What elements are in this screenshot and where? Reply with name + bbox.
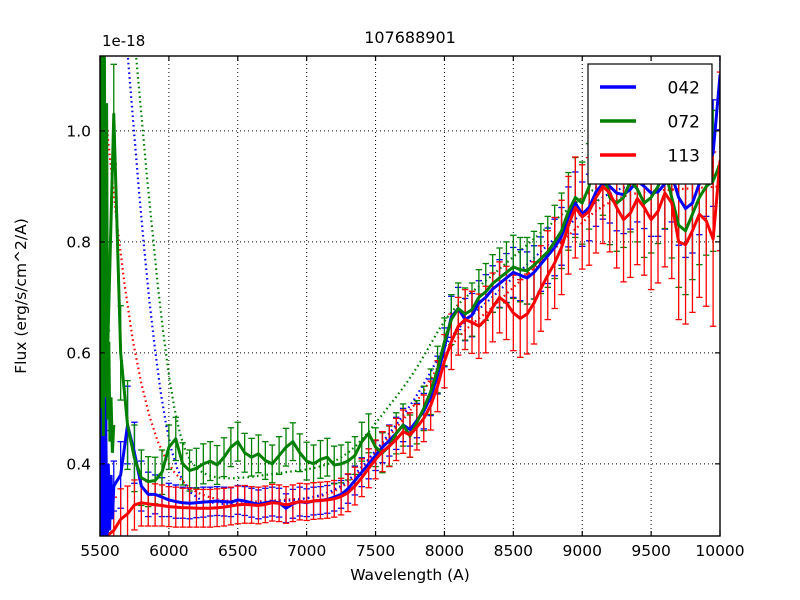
x-tick-label: 6500: [218, 542, 257, 560]
x-tick-label: 8000: [425, 542, 464, 560]
y-axis-offset-text: 1e-18: [102, 32, 145, 50]
series-line-113: [100, 159, 720, 536]
axis-tick-labels: 5500 6000 6500 7000 7500 8000 8500 9000 9500 1000…: [66, 122, 744, 560]
legend-label-072: 072: [668, 113, 700, 133]
x-tick-label: 9000: [562, 542, 601, 560]
axis-ticks: [99, 56, 721, 536]
axes-frame: [99, 55, 721, 537]
series-edge-noise: [100, 336, 116, 536]
legend-box[interactable]: [587, 63, 713, 185]
x-tick-label: 7000: [287, 542, 326, 560]
x-tick-label: 10000: [695, 542, 744, 560]
legend-label-113: 113: [668, 147, 700, 167]
x-tick-label: 8500: [494, 542, 533, 560]
series-line-042: [100, 73, 720, 536]
legend[interactable]: 042 072 113: [587, 63, 713, 185]
y-tick-label: 0.4: [66, 455, 91, 473]
y-axis-label: Flux (erg/s/cm^2/A): [12, 218, 30, 374]
x-axis-label: Wavelength (A): [350, 566, 470, 584]
page-title: 107688901: [364, 28, 456, 47]
y-tick-label: 0.6: [66, 344, 91, 362]
x-tick-label: 6000: [149, 542, 188, 560]
x-tick-label: 5500: [80, 542, 119, 560]
legend-label-042: 042: [668, 79, 700, 99]
y-tick-label: 0.8: [66, 233, 91, 251]
y-tick-label: 1.0: [66, 122, 91, 140]
x-tick-label: 9500: [631, 542, 670, 560]
x-tick-label: 7500: [356, 542, 395, 560]
series-edge-noise: [100, 56, 116, 453]
plot-frame: [99, 55, 721, 537]
